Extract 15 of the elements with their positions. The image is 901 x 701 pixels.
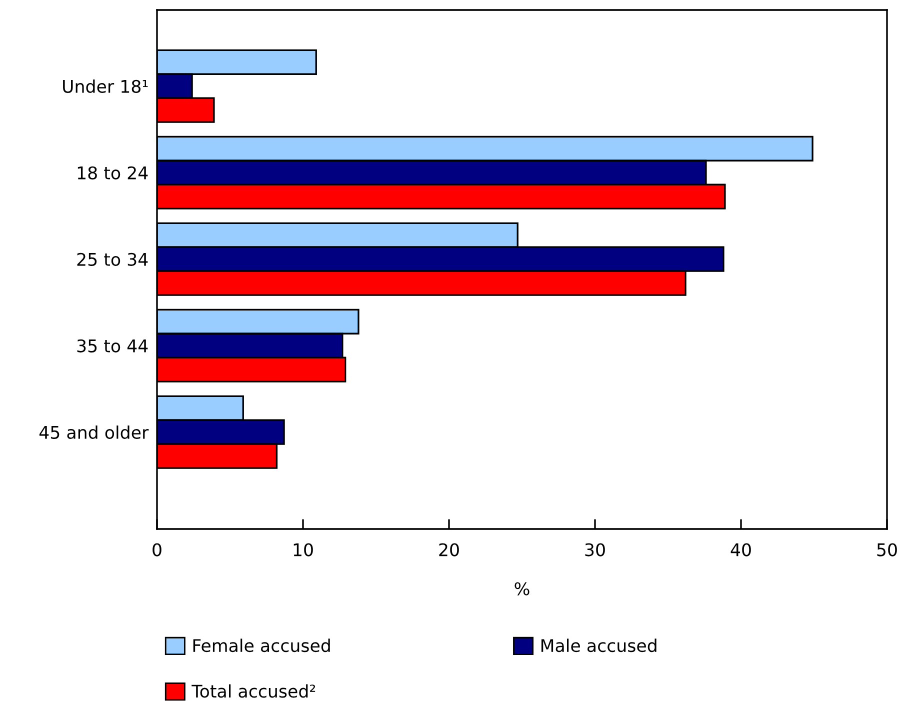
x-tick-label: 20 xyxy=(439,543,459,556)
legend-label: Female accused xyxy=(193,638,330,652)
y-tick-label: 25 to 34 xyxy=(77,252,148,266)
legend-label: Male accused xyxy=(541,638,656,652)
x-tick-label: 10 xyxy=(294,543,313,556)
x-tick-label: 50 xyxy=(877,543,897,556)
x-tick-label: 30 xyxy=(585,543,605,556)
legend-label: Total accused² xyxy=(192,684,316,698)
x-tick-label: 40 xyxy=(730,543,751,556)
x-tick-label: 0 xyxy=(152,543,162,556)
y-tick-label: 45 and older xyxy=(39,426,149,439)
y-tick-label: 18 to 24 xyxy=(78,166,148,180)
y-tick-label: 35 to 44 xyxy=(77,339,148,352)
y-tick-label: Under 18¹ xyxy=(63,80,148,93)
x-axis-title: % xyxy=(514,582,530,596)
